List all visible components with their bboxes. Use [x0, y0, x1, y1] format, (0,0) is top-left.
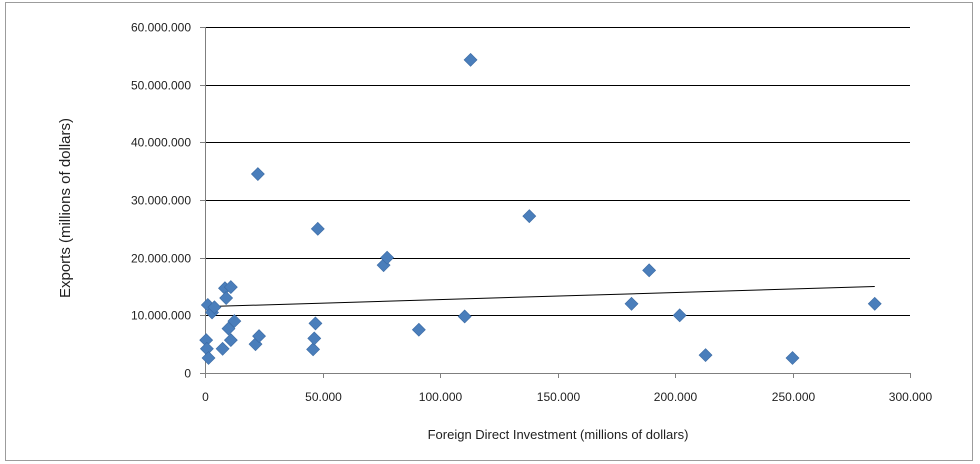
data-point	[227, 314, 242, 329]
y-tick-label: 30.000.000	[131, 194, 191, 208]
y-tick-label: 60.000.000	[131, 21, 191, 35]
x-axis-title: Foreign Direct Investment (millions of d…	[428, 427, 689, 442]
x-tick-label: 200.000	[654, 390, 698, 404]
x-tick-label: 50.000	[305, 390, 342, 404]
data-point	[672, 308, 687, 323]
tick-labels: 0 10.000.000 20.000.000 30.000.000 40.000.00…	[131, 21, 933, 405]
data-point	[307, 331, 322, 346]
data-point	[642, 263, 657, 278]
data-point	[223, 280, 238, 295]
axes	[200, 27, 911, 378]
data-point	[457, 309, 472, 324]
chart-frame	[5, 2, 973, 461]
y-tick-label: 20.000.000	[131, 252, 191, 266]
x-tick-label: 150.000	[537, 390, 581, 404]
data-point	[463, 52, 478, 67]
y-tick-label: 10.000.000	[131, 309, 191, 323]
data-point	[867, 296, 882, 311]
data-point	[252, 329, 266, 344]
y-tick-label: 50.000.000	[131, 79, 191, 93]
data-point	[310, 221, 325, 236]
y-tick-label: 40.000.000	[131, 136, 191, 150]
data-point	[201, 351, 216, 365]
data-point	[308, 316, 323, 331]
gridlines	[205, 27, 910, 316]
x-tick-label: 300.000	[889, 390, 933, 404]
y-axis-title: Exports (millions of dollars)	[57, 118, 74, 298]
data-point	[207, 300, 222, 315]
x-tick-label: 100.000	[419, 390, 463, 404]
data-points	[199, 52, 882, 365]
data-point	[624, 296, 639, 311]
data-point	[223, 333, 238, 348]
x-tick-label: 250.000	[772, 390, 816, 404]
data-point	[411, 322, 426, 337]
trendline	[204, 286, 875, 308]
data-point	[250, 167, 265, 181]
data-point	[522, 209, 537, 224]
data-point	[698, 348, 713, 363]
y-tick-label: 0	[184, 367, 191, 381]
data-point	[785, 351, 800, 365]
data-point	[380, 250, 395, 265]
data-point	[219, 291, 234, 305]
data-point	[215, 341, 230, 356]
data-point	[306, 342, 321, 357]
x-tick-label: 0	[202, 390, 209, 404]
trendline-layer	[204, 286, 875, 308]
